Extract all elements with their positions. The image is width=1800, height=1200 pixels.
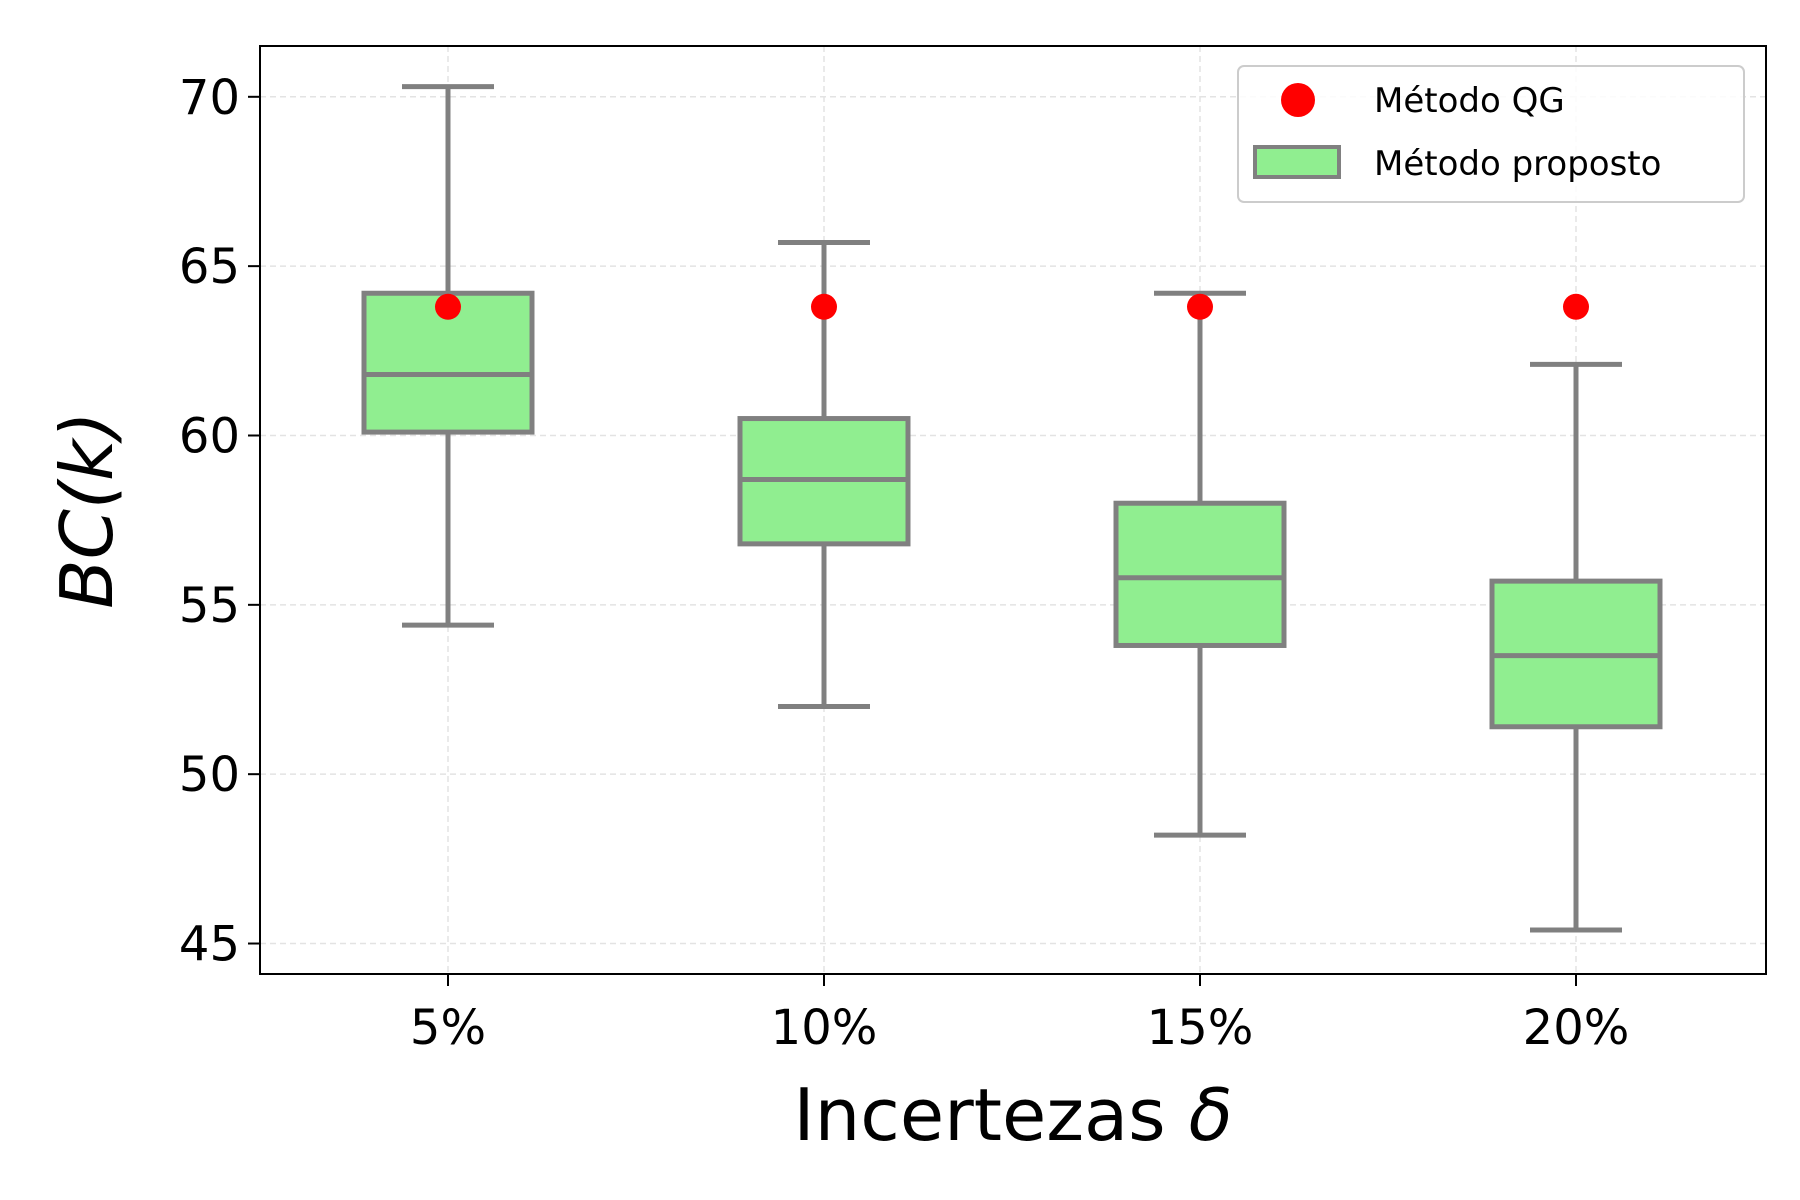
legend-marker-metodo-qg xyxy=(1281,83,1315,117)
legend-frame xyxy=(1237,65,1745,203)
y-tick-label: 65 xyxy=(179,239,240,295)
plot-frame xyxy=(259,45,1767,975)
x-axis-title-text: Incertezas xyxy=(793,1073,1165,1157)
point-marker xyxy=(1187,293,1213,320)
y-tick-label: 50 xyxy=(179,747,240,803)
y-axis-title: BC(k) xyxy=(45,411,129,609)
legend-label-metodo-proposto: Método proposto xyxy=(1374,144,1661,184)
x-tick-label: 20% xyxy=(1523,1000,1630,1056)
x-axis-title: Incertezas δ xyxy=(793,1073,1232,1157)
point-marker xyxy=(1563,293,1589,320)
y-tick-label: 55 xyxy=(179,578,240,634)
y-axis: 45 50 55 60 65 70 xyxy=(179,70,260,973)
legend-marker-metodo-proposto xyxy=(1253,145,1341,179)
y-tick-label: 45 xyxy=(179,917,240,973)
y-tick-label: 70 xyxy=(179,70,240,126)
legend: Método QG Método proposto xyxy=(1237,65,1745,203)
y-tick-label: 60 xyxy=(179,408,240,464)
x-axis: 5% 10% 15% 20% xyxy=(410,974,1629,1056)
x-axis-title-symbol: δ xyxy=(1189,1073,1233,1157)
x-tick-label: 15% xyxy=(1147,1000,1254,1056)
box xyxy=(1113,500,1287,648)
x-tick-label: 10% xyxy=(771,1000,878,1056)
point-marker xyxy=(811,293,837,320)
point-series xyxy=(435,293,1589,320)
point-marker xyxy=(435,293,461,320)
legend-label-metodo-qg: Método QG xyxy=(1374,81,1565,121)
x-tick-label: 5% xyxy=(410,1000,486,1056)
